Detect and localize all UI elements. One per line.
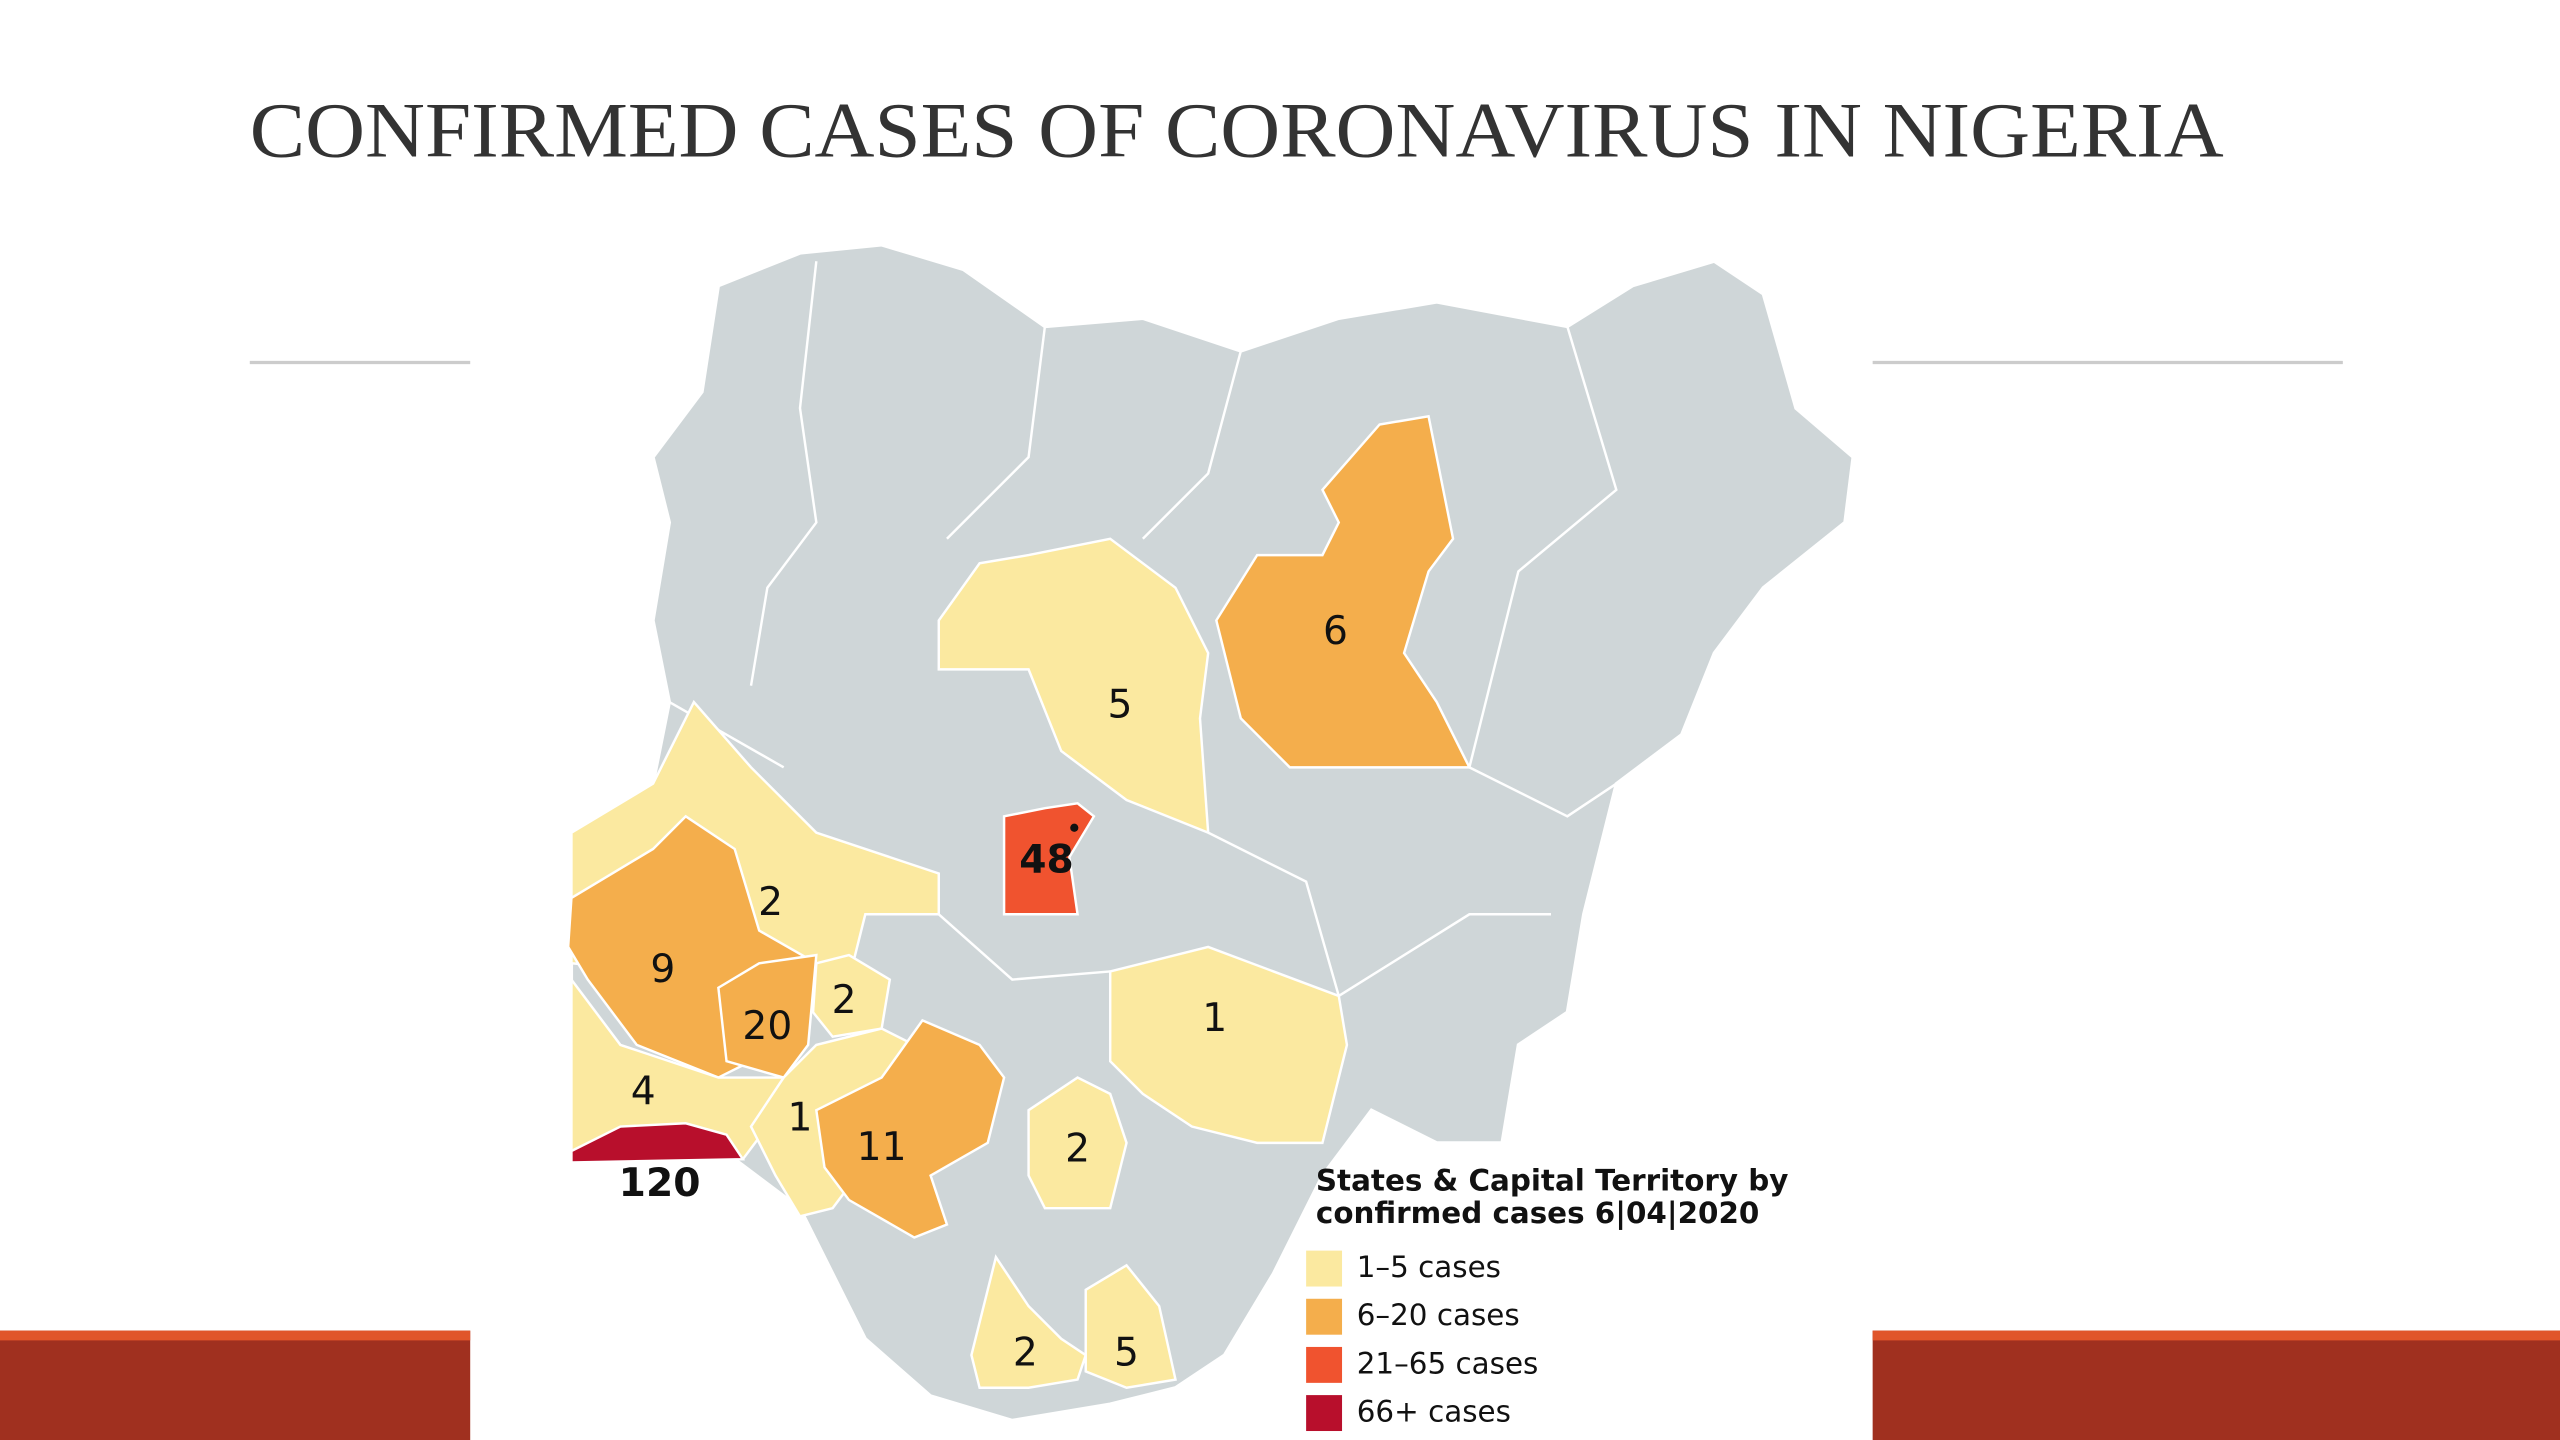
- state-region: [1215, 414, 1472, 769]
- legend-title: States & Capital Territory by: [1316, 1164, 1789, 1198]
- state-case-label: 11: [857, 1125, 907, 1170]
- state-region: [1027, 1076, 1128, 1210]
- state-case-label: 5: [1114, 1331, 1139, 1376]
- state-case-label: 120: [619, 1161, 701, 1206]
- state-region: [717, 953, 818, 1079]
- footer-bar: [1872, 1330, 2560, 1440]
- state-case-label: 2: [832, 978, 857, 1023]
- footer-accent: [0, 1330, 471, 1341]
- state-case-label: 2: [1013, 1331, 1038, 1376]
- state-region: [937, 537, 1210, 835]
- legend-label: 1–5 cases: [1357, 1250, 1501, 1284]
- legend-swatch: [1306, 1250, 1343, 1287]
- footer-accent: [1872, 1330, 2560, 1341]
- capital-dot: [1070, 823, 1079, 832]
- state-region: [814, 1018, 1006, 1239]
- legend-label: 66+ cases: [1357, 1395, 1511, 1429]
- footer-bar: [0, 1330, 471, 1440]
- legend-label: 6–20 cases: [1357, 1298, 1520, 1332]
- state-region: [1084, 1263, 1177, 1390]
- state-case-label: 6: [1323, 609, 1348, 654]
- state-case-label: 48: [1019, 838, 1074, 883]
- state-region: [1108, 945, 1349, 1145]
- state-case-label: 4: [631, 1069, 656, 1114]
- legend-label: 21–65 cases: [1357, 1346, 1539, 1380]
- legend-swatch: [1306, 1298, 1343, 1335]
- state-case-label: 1: [1202, 996, 1227, 1041]
- state-case-label: 2: [758, 880, 783, 925]
- state-case-label: 20: [742, 1004, 792, 1049]
- legend-swatch: [1306, 1346, 1343, 1383]
- legend-swatch: [1306, 1395, 1343, 1432]
- state-case-label: 9: [650, 947, 675, 992]
- state-case-label: 2: [1065, 1127, 1090, 1172]
- legend-title: confirmed cases 6|04|2020: [1316, 1196, 1759, 1231]
- slide-title: CONFIRMED CASES OF CORONAVIRUS IN NIGERI…: [250, 87, 2224, 174]
- state-case-label: 1: [788, 1096, 813, 1141]
- state-case-label: 5: [1108, 682, 1133, 727]
- state-region: [570, 1122, 746, 1164]
- state-region: [1002, 801, 1096, 916]
